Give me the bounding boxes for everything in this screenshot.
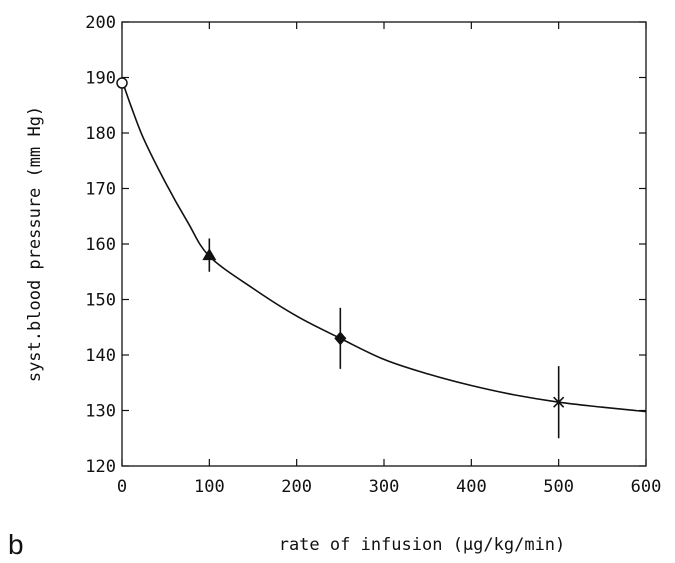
x-axis: 0 100 200 300 400 500 600 — [117, 22, 661, 497]
data-point — [202, 238, 217, 272]
y-tick-label: 170 — [85, 180, 116, 200]
x-tick-label: 100 — [194, 477, 225, 497]
x-tick-label: 500 — [543, 477, 574, 497]
data-points — [116, 77, 565, 439]
y-tick-label: 190 — [85, 69, 116, 89]
x-tick-label: 0 — [117, 477, 127, 497]
diamond-marker — [334, 331, 347, 346]
y-tick-label: 160 — [85, 235, 116, 255]
circle-marker — [116, 77, 128, 89]
y-tick-label: 140 — [85, 346, 116, 366]
triangle-marker — [202, 248, 217, 261]
data-point — [553, 366, 565, 439]
data-point — [334, 307, 347, 369]
y-axis: 120 130 140 150 160 170 180 190 200 — [85, 13, 646, 477]
x-tick-label: 300 — [369, 477, 400, 497]
x-tick-label: 400 — [456, 477, 487, 497]
data-point — [116, 77, 128, 89]
y-tick-label: 180 — [85, 124, 116, 144]
x-marker — [553, 396, 565, 408]
x-tick-label: 200 — [281, 477, 312, 497]
y-axis-label: syst.blood pressure (mm Hg) — [25, 106, 45, 382]
x-tick-label: 600 — [631, 477, 662, 497]
fit-curve — [121, 80, 647, 413]
y-tick-label: 130 — [85, 402, 116, 422]
y-tick-label: 120 — [85, 457, 116, 477]
y-tick-label: 150 — [85, 291, 116, 311]
panel-label: b — [8, 529, 24, 560]
x-axis-label: rate of infusion (µg/kg/min) — [279, 535, 566, 555]
y-tick-label: 200 — [85, 13, 116, 33]
